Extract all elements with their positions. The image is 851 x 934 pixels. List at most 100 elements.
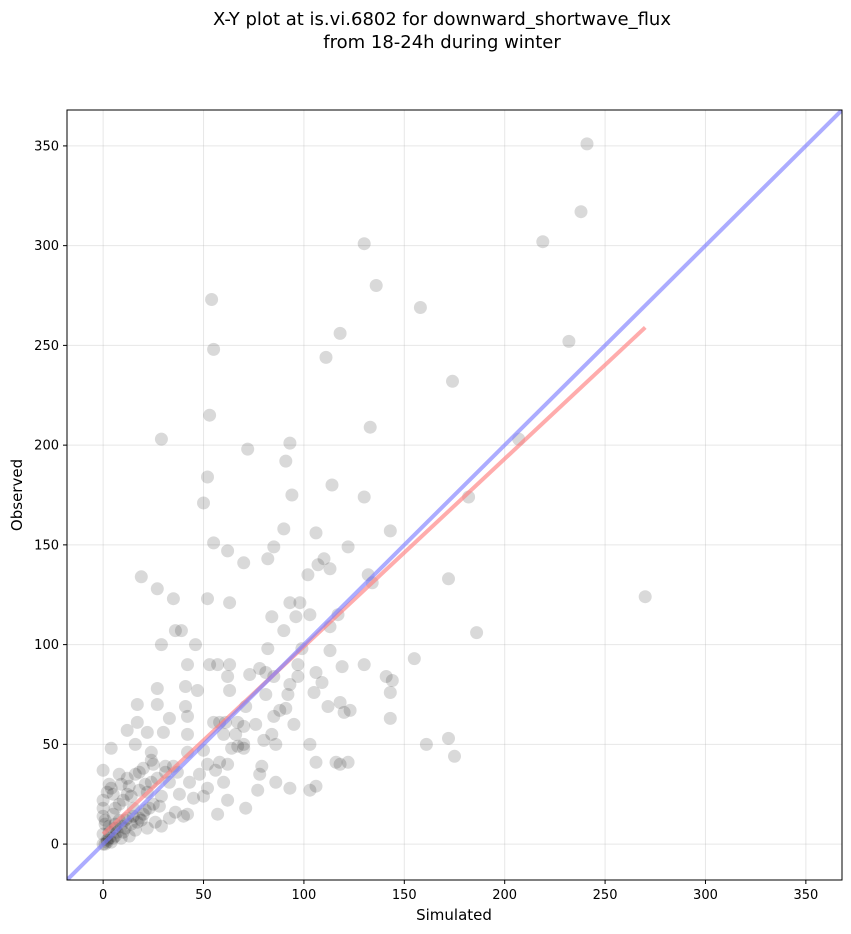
scatter-point-121 [269, 737, 283, 751]
scatter-point-177 [152, 799, 166, 813]
grid [67, 110, 842, 880]
plot-area [67, 110, 842, 880]
scatter-point-68 [291, 658, 305, 672]
scatter-point-6 [205, 293, 219, 306]
scatter-point-183 [148, 815, 162, 829]
scatter-point-235 [132, 811, 146, 825]
scatter-point-171 [239, 801, 253, 815]
x-tick-label-5: 250 [593, 888, 618, 903]
one-to-one-line [67, 110, 842, 880]
scatter-point-72 [259, 666, 273, 679]
scatter-point-20 [325, 478, 339, 492]
ticks: 0 50 100 150 200 250 300 350 0 50 100 150 200 250 300 3… [34, 139, 818, 903]
scatter-point-50 [289, 610, 303, 624]
scatter-point-137 [255, 759, 269, 773]
scatter-point-127 [144, 745, 158, 759]
scatter-point-98 [337, 705, 351, 719]
scatter-point-195 [114, 831, 128, 845]
scatter-point-191 [154, 819, 168, 833]
scatter-point-226 [114, 777, 128, 791]
scatter-point-115 [140, 725, 154, 739]
scatter-point-7 [562, 334, 576, 348]
scatter-point-223 [96, 801, 110, 815]
scatter-point-81 [283, 678, 297, 691]
scatter-point-116 [217, 727, 231, 741]
scatter-point-45 [223, 596, 237, 610]
scatter-point-12 [203, 408, 217, 422]
scatter-point-217 [120, 787, 134, 801]
scatter-point-95 [279, 701, 293, 715]
scatter-point-82 [179, 680, 192, 693]
scatter-point-79 [385, 674, 399, 687]
scatter-point-18 [279, 454, 293, 468]
scatter-point-73 [221, 670, 235, 683]
scatter-point-101 [181, 709, 194, 723]
scatter-point-162 [309, 779, 323, 793]
scatter-point-53 [168, 624, 182, 638]
scatter-point-11 [446, 374, 459, 388]
scatter-point-37 [134, 570, 148, 584]
scatter-point-1 [574, 205, 588, 219]
scatter-point-62 [323, 644, 337, 658]
scatter-point-74 [309, 666, 323, 679]
scatter-point-134 [201, 757, 214, 771]
scatter-point-155 [183, 775, 196, 789]
scatter-point-218 [132, 783, 146, 797]
scatter-point-2 [536, 235, 550, 249]
x-tick-label-0: 0 [99, 888, 107, 903]
scatter-point-89 [259, 688, 273, 701]
scatter-point-140 [333, 757, 347, 771]
scatter-point-109 [249, 717, 263, 731]
scatter-point-229 [136, 761, 150, 775]
scatter-point-58 [154, 638, 168, 652]
scatter-point-93 [179, 700, 192, 713]
x-tick-label-2: 100 [292, 888, 317, 903]
y-tick-label-2: 100 [34, 638, 59, 653]
scatter-point-123 [419, 737, 433, 751]
scatter-point-209 [142, 801, 156, 815]
scatter-point-27 [309, 526, 323, 540]
scatter-point-56 [470, 626, 484, 640]
scatter-point-131 [231, 739, 245, 753]
scatter-point-24 [197, 496, 210, 510]
scatter-point-180 [106, 807, 120, 821]
scatter-point-86 [307, 686, 321, 699]
scatter-point-214 [96, 809, 110, 823]
regression-line [101, 325, 647, 836]
scatter-point-119 [257, 733, 271, 747]
scatter-point-196 [122, 829, 136, 843]
scatter-point-143 [112, 767, 126, 781]
scatter-point-92 [150, 698, 164, 711]
scatter-point-145 [146, 757, 160, 771]
scatter-point-52 [638, 590, 652, 604]
scatter-point-5 [413, 301, 427, 314]
y-tick-label-0: 0 [51, 838, 59, 853]
scatter-point-85 [223, 684, 237, 697]
y-tick-label-3: 150 [34, 538, 59, 553]
scatter-point-169 [197, 789, 210, 803]
x-tick-label-6: 300 [693, 888, 718, 903]
scatter-point-64 [203, 658, 217, 672]
scatter-point-23 [357, 490, 371, 504]
scatter-point-43 [166, 592, 180, 606]
scatter-point-47 [293, 596, 307, 610]
scatter-point-29 [267, 540, 281, 554]
x-tick-label-1: 50 [195, 888, 212, 903]
scatter-point-14 [154, 432, 168, 446]
y-tick-label-5: 250 [34, 339, 59, 354]
scatter-point-67 [223, 658, 237, 672]
scatter-point-91 [130, 698, 144, 711]
plot-frame [66, 109, 843, 881]
scatter-point-21 [285, 488, 299, 502]
scatter-point-210 [146, 797, 160, 811]
scatter-point-105 [130, 715, 144, 729]
scatter-point-184 [162, 811, 176, 825]
scatter-point-78 [379, 670, 393, 683]
scatter-point-144 [132, 765, 146, 779]
scatter-point-170 [221, 793, 235, 807]
scatter-point-34 [237, 556, 251, 570]
scatter-point-189 [128, 823, 142, 837]
scatter-point-118 [265, 727, 279, 741]
scatter-point-139 [329, 755, 343, 769]
